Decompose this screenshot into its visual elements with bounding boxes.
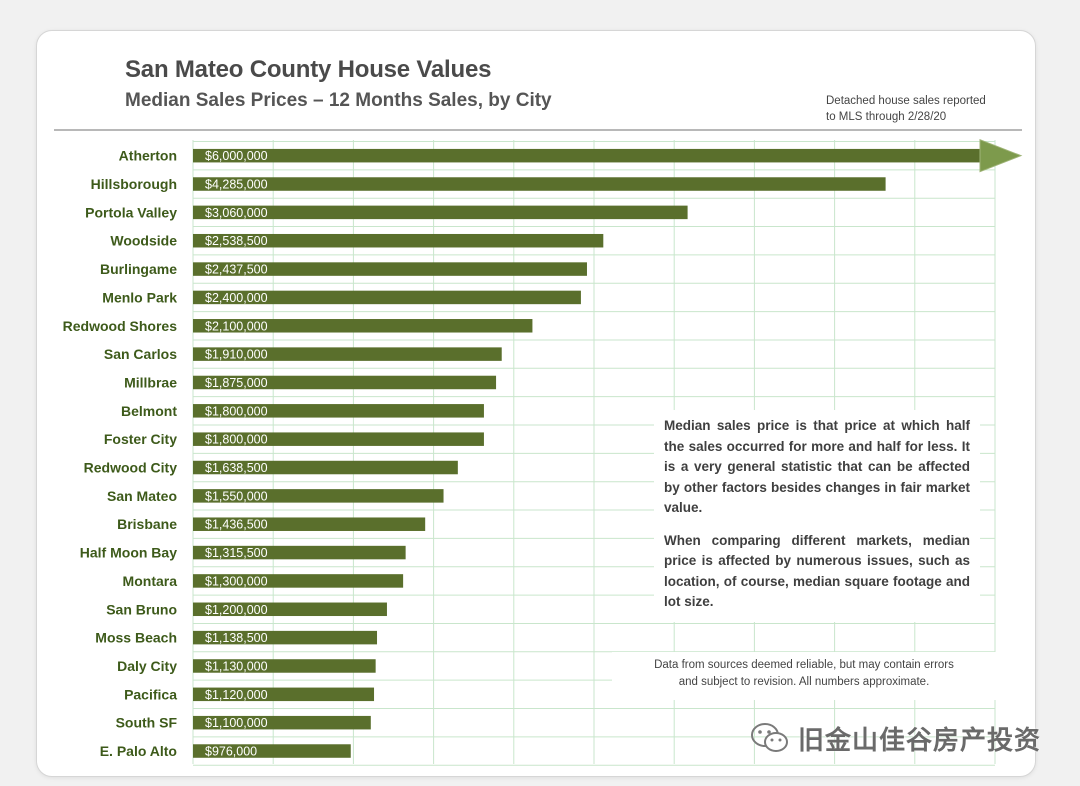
bar-value-label: $2,437,500: [205, 263, 268, 277]
bar-value-label: $1,100,000: [205, 716, 268, 730]
category-label: Brisbane: [117, 516, 177, 532]
bar: [193, 432, 484, 446]
bar-value-label: $4,285,000: [205, 178, 268, 192]
bar: [193, 375, 497, 390]
bar-value-label: $1,300,000: [205, 574, 268, 588]
category-label: Belmont: [121, 403, 177, 419]
category-label: San Bruno: [106, 601, 177, 617]
bar-value-label: $1,130,000: [205, 659, 268, 673]
bar-value-label: $1,875,000: [205, 376, 268, 390]
source-note: Detached house sales reported to MLS thr…: [826, 93, 1026, 125]
category-label: Millbrae: [124, 374, 177, 390]
bar-value-label: $3,060,000: [205, 206, 268, 220]
category-label: Foster City: [104, 431, 177, 447]
category-label: Redwood City: [84, 460, 178, 476]
bar-value-label: $1,638,500: [205, 461, 268, 475]
category-label: Redwood Shores: [63, 318, 178, 334]
category-label: E. Palo Alto: [100, 743, 177, 759]
category-label: Daly City: [117, 658, 177, 674]
bar-series: $6,000,000 $4,285,000 $3,060,000 $2,538,500…: [193, 138, 1023, 759]
bar: [193, 489, 444, 503]
bar-value-label: $1,910,000: [205, 348, 268, 362]
category-label: Hillsborough: [91, 176, 177, 192]
category-label: South SF: [116, 715, 178, 731]
category-label: Burlingame: [100, 261, 177, 277]
data-disclaimer: Data from sources deemed reliable, but m…: [612, 652, 996, 700]
wechat-icon: [751, 723, 788, 752]
bar: [193, 517, 426, 531]
bar: [193, 545, 406, 560]
bar-value-label: $1,315,500: [205, 546, 268, 560]
chart-subtitle: Median Sales Prices – 12 Months Sales, b…: [125, 90, 552, 111]
category-label: Pacifica: [124, 686, 177, 702]
bar: [193, 177, 886, 191]
bar-value-label: $1,200,000: [205, 603, 268, 617]
category-label: Half Moon Bay: [80, 545, 177, 561]
source-note-line-1: Detached house sales reported: [826, 95, 986, 107]
bar-value-label: $1,800,000: [205, 404, 268, 418]
category-label: Moss Beach: [95, 630, 177, 646]
callout-paragraph-1: Median sales price is that price at whic…: [664, 418, 970, 515]
source-note-line-2: to MLS through 2/28/20: [826, 111, 947, 123]
category-label: San Mateo: [107, 488, 177, 504]
header-divider: [54, 129, 1022, 131]
bar: [193, 630, 378, 645]
median-explanation-callout: Median sales price is that price at whic…: [654, 410, 980, 622]
overflow-arrow: [979, 138, 1023, 173]
category-label: Portola Valley: [85, 204, 177, 220]
bar-value-label: $2,100,000: [205, 319, 268, 333]
bar: [193, 574, 404, 588]
bar-value-label: $2,538,500: [205, 234, 268, 248]
disclaimer-line-2: and subject to revision. All numbers app…: [678, 676, 930, 688]
callout-paragraph-2: When comparing different markets, median…: [664, 532, 970, 610]
bar-value-label: $2,400,000: [205, 291, 268, 305]
category-label: San Carlos: [104, 346, 177, 362]
bar-value-label: $1,436,500: [205, 518, 268, 532]
bar: [193, 205, 688, 220]
bar: [193, 262, 587, 276]
bar-value-label: $6,000,000: [205, 149, 268, 163]
bar-value-label: $1,800,000: [205, 433, 268, 447]
category-label: Menlo Park: [102, 289, 177, 305]
bar: [193, 687, 375, 702]
bar-value-label: $1,120,000: [205, 688, 268, 702]
bar: [193, 233, 604, 248]
bar: [193, 290, 581, 305]
bar-value-label: $1,550,000: [205, 489, 268, 503]
category-label: Atherton: [119, 148, 177, 164]
bar: [193, 404, 484, 418]
watermark-text: 旧金山佳谷房产投资: [798, 724, 1042, 755]
bar-value-label: $976,000: [205, 745, 257, 759]
chart-title: San Mateo County House Values: [125, 56, 492, 83]
bar: [193, 148, 980, 163]
category-label: Woodside: [110, 233, 177, 249]
bar: [193, 347, 502, 361]
disclaimer-line-1: Data from sources deemed reliable, but m…: [654, 659, 954, 671]
bar: [193, 319, 533, 333]
bar: [193, 659, 376, 673]
category-label: Montara: [123, 573, 178, 589]
bar: [193, 744, 351, 758]
bar: [193, 715, 371, 730]
bar: [193, 460, 458, 475]
bar-value-label: $1,138,500: [205, 631, 268, 645]
bar: [193, 602, 387, 617]
wechat-watermark: 旧金山佳谷房产投资: [750, 716, 1041, 760]
